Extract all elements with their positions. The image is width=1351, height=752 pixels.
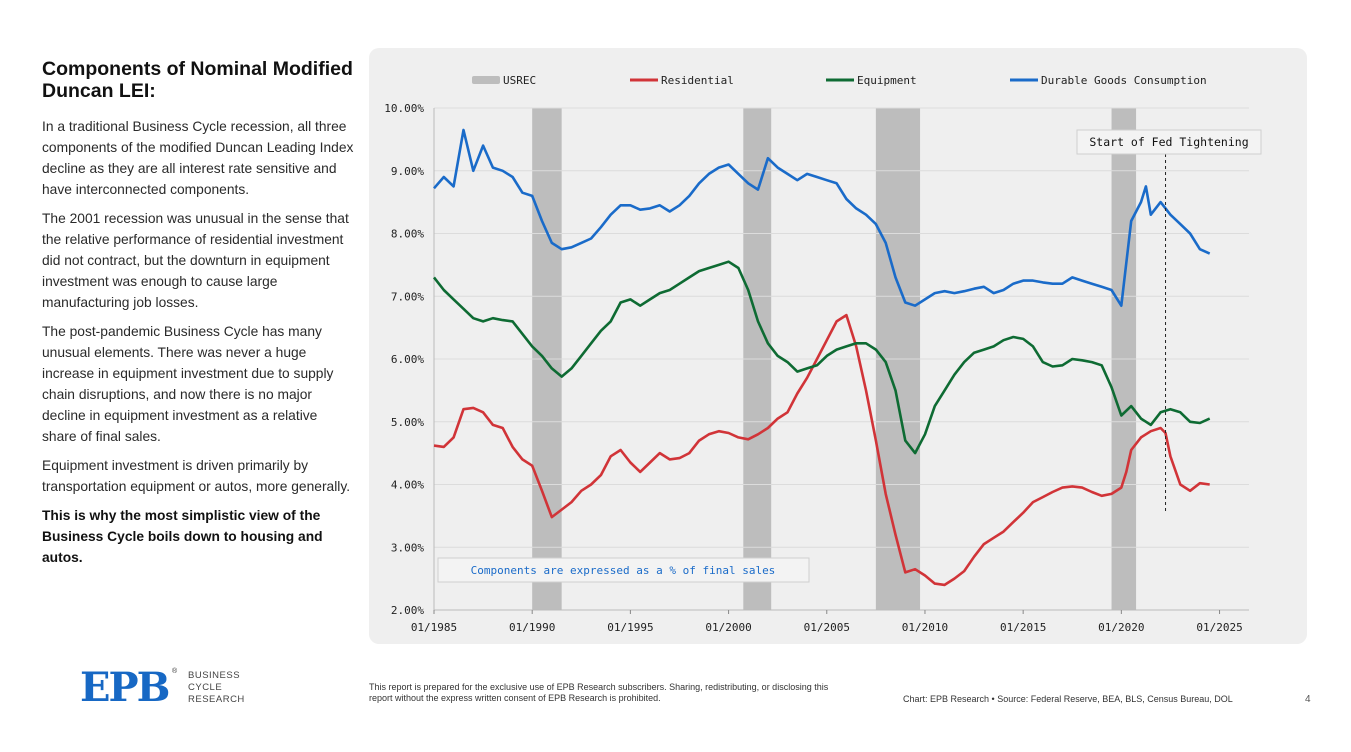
panel-title: Components of Nominal Modified Duncan LE… — [42, 58, 353, 102]
registered-mark: ® — [172, 668, 178, 675]
y-tick-label: 2.00% — [391, 604, 424, 617]
paragraph-3: The post-pandemic Business Cycle has man… — [42, 324, 334, 444]
y-tick-label: 3.00% — [391, 541, 424, 554]
conclusion: This is why the most simplistic view of … — [42, 508, 323, 565]
chart-card: 2.00% 3.00% 4.00% 5.00% 6.00% 7.00% 8.00% 9.00%… — [369, 48, 1307, 644]
note-label: Components are expressed as a % of final… — [471, 564, 776, 577]
series-line-equipment — [432, 260, 1211, 455]
x-tick-label: 01/2025 — [1196, 621, 1242, 634]
fed-tightening-box — [1076, 129, 1262, 155]
y-tick-label: 5.00% — [391, 416, 424, 429]
y-tick-label: 6.00% — [391, 353, 424, 366]
logo-sub-line-2: CYCLE — [188, 682, 223, 693]
y-tick-label: 10.00% — [384, 102, 424, 115]
y-tick-label: 7.00% — [391, 290, 424, 303]
chart-svg: 2.00% 3.00% 4.00% 5.00% 6.00% 7.00% 8.00% 9.00%… — [384, 74, 1262, 634]
paragraph-1: In a traditional Business Cycle recessio… — [42, 119, 354, 197]
y-tick-label: 8.00% — [391, 228, 424, 241]
x-tick-label: 01/2010 — [902, 621, 948, 634]
legend-swatch-usrec — [472, 76, 500, 84]
series-line-durable-goods-consumption — [433, 128, 1211, 307]
logo-mark: EPB — [80, 664, 170, 711]
x-tick-label: 01/2005 — [804, 621, 850, 634]
x-tick-label: 01/1995 — [607, 621, 653, 634]
x-tick-label: 01/2020 — [1098, 621, 1144, 634]
text-panel: Components of Nominal Modified Duncan LE… — [42, 58, 354, 576]
logo-subtitle: BUSINESS CYCLE RESEARCH — [188, 670, 245, 706]
legend-label-equipment: Equipment — [857, 74, 917, 87]
series-line-residential — [433, 313, 1210, 587]
note-box — [437, 557, 810, 583]
disclaimer: This report is prepared for the exclusiv… — [369, 682, 829, 703]
logo-sub-line-3: RESEARCH — [188, 694, 245, 705]
y-tick-label: 9.00% — [391, 165, 424, 178]
y-tick-label: 4.00% — [391, 479, 424, 492]
annotations: Start of Fed Tightening Components are ex… — [437, 129, 1262, 583]
paragraph-4: Equipment investment is driven primarily… — [42, 458, 351, 494]
axes: 2.00% 3.00% 4.00% 5.00% 6.00% 7.00% 8.00% 9.00%… — [384, 102, 1249, 634]
legend-label-residential: Residential — [661, 74, 734, 87]
logo-sub-line-1: BUSINESS — [188, 670, 241, 681]
fed-tightening-label: Start of Fed Tightening — [1089, 135, 1248, 149]
legend: USREC Residential Equipment Durable Goods C… — [472, 74, 1207, 87]
x-tick-label: 01/1990 — [509, 621, 555, 634]
source-line: Chart: EPB Research • Source: Federal Re… — [903, 694, 1233, 704]
series-lines — [432, 128, 1211, 587]
x-tick-label: 01/1985 — [411, 621, 457, 634]
legend-label-durable-goods-consumption: Durable Goods Consumption — [1041, 74, 1207, 87]
x-tick-label: 01/2000 — [705, 621, 751, 634]
x-tick-label: 01/2015 — [1000, 621, 1046, 634]
page-number: 4 — [1305, 694, 1311, 705]
legend-label-usrec: USREC — [503, 74, 536, 87]
paragraph-2: The 2001 recession was unusual in the se… — [42, 211, 349, 310]
